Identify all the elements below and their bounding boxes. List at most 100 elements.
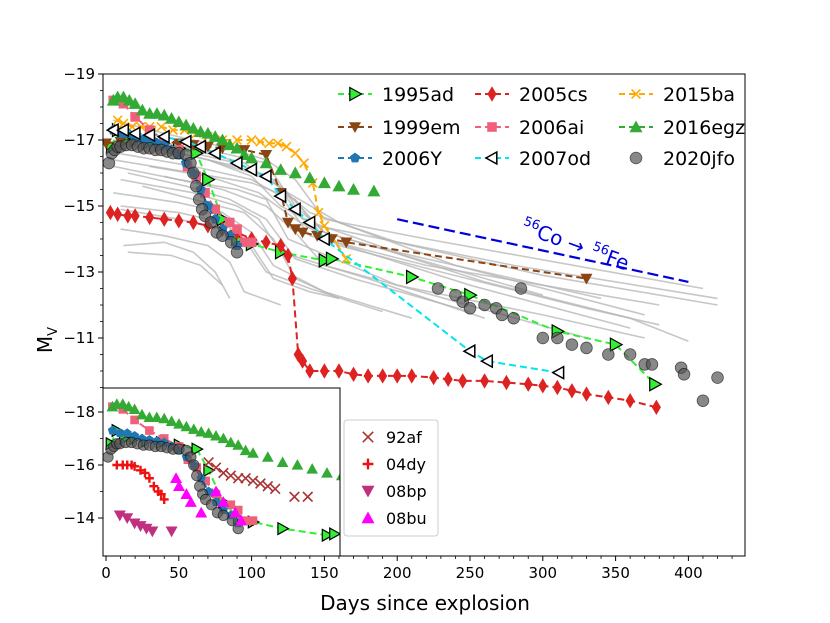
data-point-2007od bbox=[156, 129, 170, 144]
data-point-2016egz bbox=[165, 112, 179, 124]
data-point-2005cs bbox=[276, 237, 286, 254]
data-point-2016egz bbox=[317, 176, 331, 189]
data-point-2020jfo bbox=[216, 229, 229, 242]
co-fe-decay-line bbox=[396, 218, 689, 283]
data-point-2020jfo bbox=[230, 245, 244, 259]
legend-label-2007od: 2007od bbox=[519, 148, 591, 170]
data-point-2015ba bbox=[255, 136, 266, 147]
inset-point-2006ai bbox=[201, 476, 210, 486]
data-point-2007od bbox=[142, 127, 156, 143]
data-point-2015ba bbox=[168, 125, 178, 136]
inset-point-1995ad bbox=[277, 521, 290, 536]
legend-item-2016egz: 2016egz bbox=[619, 117, 745, 139]
data-point-2007od bbox=[207, 145, 221, 161]
inset-point-92af bbox=[240, 472, 251, 484]
data-point-1999em bbox=[216, 143, 229, 155]
inset-point-1995ad bbox=[321, 528, 335, 543]
inset-point-2016egz bbox=[276, 456, 289, 468]
comparison-curve bbox=[123, 241, 231, 299]
x-tick-label: 400 bbox=[674, 564, 703, 582]
data-point-2020jfo bbox=[514, 282, 528, 295]
inset-point-2016egz bbox=[291, 459, 304, 470]
data-point-2016egz bbox=[332, 179, 346, 192]
legend-marker-2016egz bbox=[629, 120, 643, 133]
comparison-curve bbox=[120, 205, 383, 313]
inset-point-2016egz bbox=[116, 398, 129, 409]
inset-point-2020jfo bbox=[205, 499, 218, 511]
data-point-2020jfo bbox=[602, 348, 615, 361]
data-point-2005cs bbox=[429, 369, 439, 386]
data-point-2005cs bbox=[581, 386, 592, 402]
data-point-2016egz bbox=[223, 138, 237, 151]
inset-point-2006ai bbox=[226, 500, 236, 510]
data-point-2005cs bbox=[538, 378, 548, 394]
co-sup: 56 bbox=[521, 214, 542, 234]
data-point-2007od bbox=[551, 365, 565, 380]
inset-series-04dy bbox=[112, 460, 169, 504]
inset-legend-label-92af: 92af bbox=[386, 428, 422, 447]
data-point-2020jfo bbox=[551, 331, 564, 345]
data-point-2016egz bbox=[135, 103, 149, 116]
data-point-2020jfo bbox=[580, 341, 593, 355]
data-point-2006ai bbox=[232, 224, 242, 234]
inset-legend-item-08bu: 08bu bbox=[361, 509, 427, 528]
inset-point-2016egz bbox=[165, 415, 178, 426]
x-tick-label: 200 bbox=[383, 564, 412, 582]
y-tick-label: −11 bbox=[63, 329, 95, 347]
data-point-2005cs bbox=[378, 368, 388, 384]
data-point-2007od bbox=[273, 188, 287, 204]
data-point-2005cs bbox=[293, 346, 303, 363]
inset-series-08bu bbox=[170, 472, 248, 526]
inset-point-2006ai bbox=[130, 415, 139, 425]
data-point-2020jfo bbox=[204, 216, 218, 229]
legend-marker-2005cs bbox=[487, 86, 497, 102]
y-tick-label: −19 bbox=[63, 65, 95, 83]
data-point-2016egz bbox=[347, 183, 361, 195]
inset-point-1995ad bbox=[329, 527, 340, 541]
data-point-1995ad bbox=[325, 251, 340, 267]
x-axis-label: Days since explosion bbox=[320, 591, 530, 615]
data-point-2020jfo bbox=[645, 358, 659, 371]
legend-item-2006Y: 2006Y bbox=[338, 148, 442, 170]
data-point-1999em bbox=[289, 224, 302, 236]
data-point-1999em bbox=[580, 273, 593, 285]
comparison-curve bbox=[164, 175, 645, 339]
legend-marker-2007od bbox=[484, 150, 498, 166]
data-point-2005cs bbox=[188, 214, 198, 231]
data-point-2015ba bbox=[264, 138, 275, 149]
data-point-2005cs bbox=[603, 389, 613, 406]
data-point-2005cs bbox=[363, 368, 373, 384]
x-tick-label: 350 bbox=[601, 564, 630, 582]
data-point-2005cs bbox=[443, 371, 453, 387]
legend-marker-1999em bbox=[349, 122, 361, 133]
legend-item-2007od: 2007od bbox=[475, 148, 591, 170]
legend-marker-2006ai bbox=[487, 122, 497, 132]
inset-point-2016egz bbox=[173, 418, 185, 429]
y-tick-label: −17 bbox=[63, 131, 95, 149]
data-point-2006ai bbox=[144, 125, 155, 135]
fe-sup: 56 bbox=[590, 239, 611, 259]
inset-point-92af bbox=[203, 456, 214, 468]
legend-item-2020jfo: 2020jfo bbox=[629, 148, 735, 170]
inset-point-2006ai bbox=[233, 505, 243, 515]
comparison-curve bbox=[127, 172, 471, 313]
inset-point-92af bbox=[289, 491, 300, 503]
inset-point-08bu bbox=[180, 488, 193, 499]
data-point-2016egz bbox=[245, 151, 259, 164]
data-point-1999em bbox=[103, 138, 112, 150]
legend-item-1999em: 1999em bbox=[338, 117, 461, 139]
inset-point-04dy bbox=[149, 481, 159, 491]
inset-point-2016egz bbox=[335, 472, 340, 481]
data-point-2005cs bbox=[348, 366, 359, 382]
comparison-curve bbox=[193, 152, 718, 306]
data-point-2005cs bbox=[130, 208, 140, 224]
data-point-2005cs bbox=[334, 363, 344, 379]
inset-point-2016egz bbox=[128, 403, 141, 415]
data-point-2020jfo bbox=[495, 308, 509, 322]
data-point-2005cs bbox=[501, 374, 511, 391]
data-point-2007od bbox=[229, 155, 243, 171]
data-point-2005cs bbox=[105, 204, 115, 221]
data-point-2016egz bbox=[128, 97, 142, 109]
data-point-2005cs bbox=[523, 376, 533, 392]
